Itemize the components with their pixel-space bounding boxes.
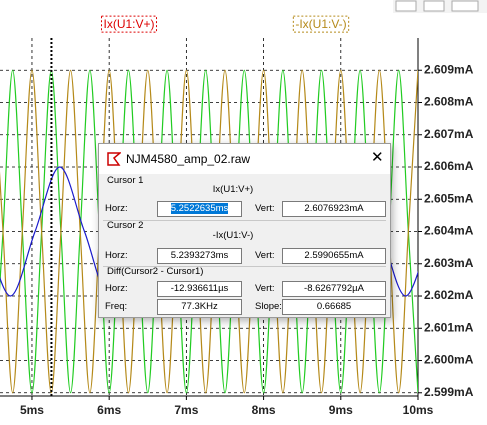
vert-field[interactable]: 2.5990655mA	[282, 248, 386, 264]
x-tick-label: 10ms	[403, 403, 434, 417]
close-button[interactable]	[451, 0, 479, 12]
horz-field[interactable]: 5.2393273ms	[157, 248, 242, 264]
separator	[103, 220, 386, 221]
x-tick-label: 6ms	[97, 403, 121, 417]
freq-field[interactable]: 77.3KHz	[157, 299, 242, 315]
y-tick-label: 2.601mA	[424, 320, 474, 334]
y-tick-label: 2.604mA	[424, 224, 474, 238]
y-tick-label: 2.602mA	[424, 288, 474, 302]
minimize-button[interactable]	[395, 0, 417, 12]
separator	[103, 266, 386, 267]
y-tick-label: 2.609mA	[424, 62, 474, 76]
x-tick-label: 7ms	[174, 403, 198, 417]
y-tick-label: 2.607mA	[424, 127, 474, 141]
dialog-close[interactable]: ✕	[371, 149, 384, 166]
field-label: Freq:	[105, 301, 128, 312]
dialog-title: NJM4580_amp_02.raw	[126, 152, 251, 166]
restore-button[interactable]	[423, 0, 445, 12]
group-heading: Cursor 1	[107, 175, 144, 186]
slope-field[interactable]: 0.66685	[282, 299, 386, 315]
field-label: Horz:	[105, 250, 128, 261]
cursor-dialog: NJM4580_amp_02.raw ✕ Cursor 1 Ix(U1:V+) …	[98, 143, 391, 318]
vert-field[interactable]: 2.6076923mA	[282, 201, 386, 217]
vert-field[interactable]: -8.6267792µA	[282, 281, 386, 297]
group-heading: Diff(Cursor2 - Cursor1)	[107, 266, 204, 277]
trace-label[interactable]: Ix(U1:V+)	[103, 17, 154, 31]
field-label: Vert:	[255, 283, 275, 294]
y-tick-label: 2.606mA	[424, 159, 474, 173]
field-label: Slope:	[255, 301, 282, 312]
app-icon	[107, 152, 121, 166]
y-tick-label: 2.600mA	[424, 353, 474, 367]
field-label: Vert:	[255, 250, 275, 261]
y-tick-label: 2.603mA	[424, 256, 474, 270]
y-tick-label: 2.599mA	[424, 385, 474, 399]
y-tick-label: 2.608mA	[424, 95, 474, 109]
horz-field[interactable]: -12.936611µs	[157, 281, 242, 297]
trace-label[interactable]: -Ix(U1:V-)	[295, 17, 346, 31]
trace-name: Ix(U1:V+)	[212, 184, 254, 195]
x-tick-label: 9ms	[329, 403, 353, 417]
horz-field[interactable]: 5.2522635ms	[157, 201, 242, 217]
field-text: 5.2522635ms	[170, 203, 229, 214]
field-label: Horz:	[105, 203, 128, 214]
trace-name: -Ix(U1:V-)	[212, 230, 254, 241]
field-label: Vert:	[255, 203, 275, 214]
x-tick-label: 5ms	[20, 403, 44, 417]
field-label: Horz:	[105, 283, 128, 294]
group-heading: Cursor 2	[107, 220, 144, 231]
dialog-titlebar: NJM4580_amp_02.raw ✕	[99, 144, 390, 174]
x-tick-label: 8ms	[252, 403, 276, 417]
y-tick-label: 2.605mA	[424, 191, 474, 205]
